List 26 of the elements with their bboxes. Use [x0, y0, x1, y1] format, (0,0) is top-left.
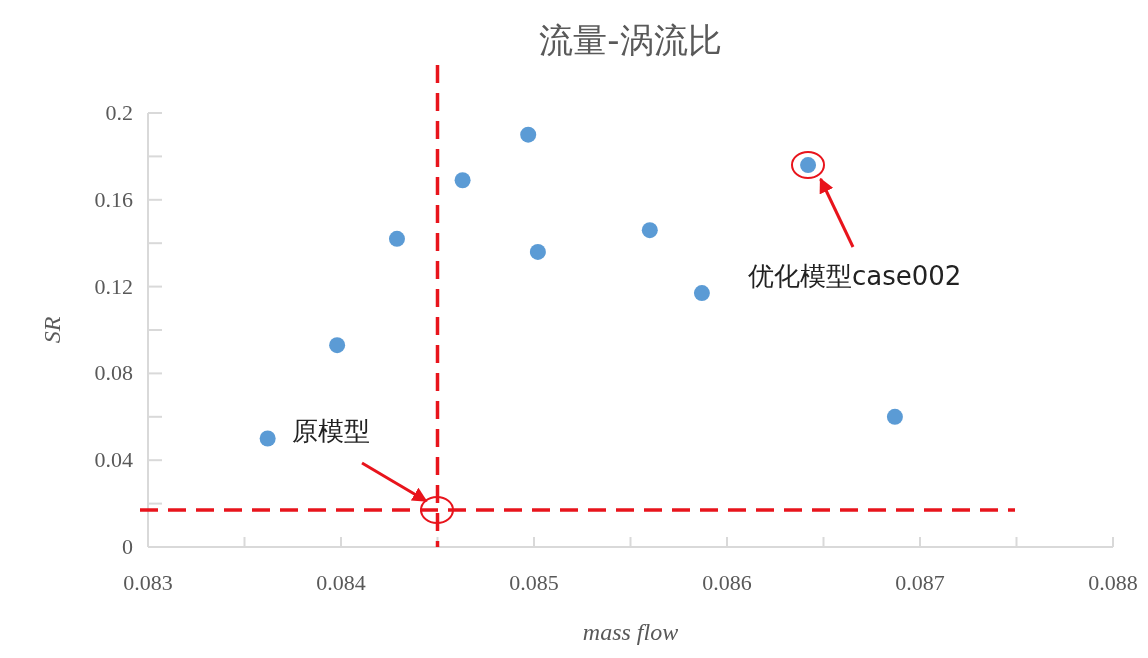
- point: [886, 408, 903, 425]
- y-tick-label: 0.04: [94, 447, 133, 473]
- chart-title: 流量-涡流比: [539, 20, 722, 60]
- point: [693, 285, 710, 302]
- x-tick-label: 0.088: [1088, 570, 1138, 595]
- y-tick-label: 0.2: [105, 100, 133, 125]
- x-tick-label: 0.086: [702, 570, 752, 595]
- point: [520, 126, 537, 143]
- point: [529, 243, 546, 260]
- y-tick-label: 0: [122, 534, 133, 559]
- point: [388, 230, 405, 247]
- annotation: 优化模型case002: [748, 261, 962, 291]
- y-tick-label: 0.08: [94, 360, 133, 386]
- x-tick-label: 0.083: [123, 570, 173, 595]
- y-axis-title: SR: [39, 316, 65, 344]
- annotation: 原模型: [292, 416, 370, 446]
- point: [454, 172, 471, 189]
- y-tick-label: 0.12: [94, 273, 133, 299]
- point: [329, 337, 346, 354]
- x-tick-label: 0.084: [316, 570, 366, 595]
- y-tick-label: 0.16: [94, 186, 133, 212]
- x-axis-title: mass flow: [582, 619, 679, 645]
- x-tick-label: 0.087: [895, 570, 945, 595]
- point: [259, 430, 276, 447]
- x-tick-label: 0.085: [509, 570, 559, 595]
- point: [641, 222, 658, 239]
